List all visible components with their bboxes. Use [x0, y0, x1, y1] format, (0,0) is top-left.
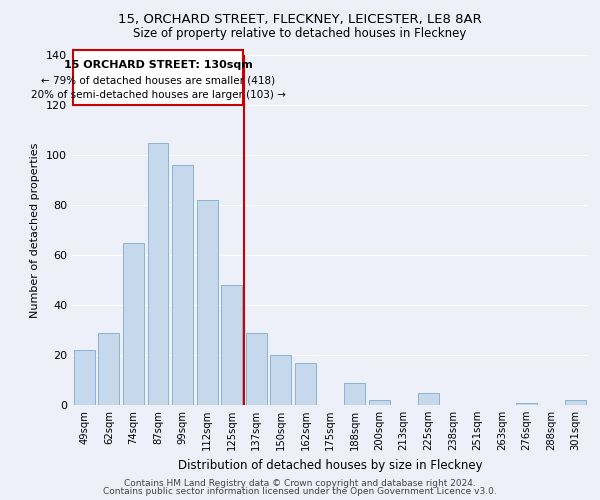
Bar: [295, 362, 316, 405]
Text: Contains public sector information licensed under the Open Government Licence v3: Contains public sector information licen…: [103, 487, 497, 496]
Bar: [246, 332, 267, 405]
Bar: [123, 242, 144, 405]
X-axis label: Distribution of detached houses by size in Fleckney: Distribution of detached houses by size …: [178, 458, 482, 471]
Bar: [74, 350, 95, 405]
Bar: [516, 402, 537, 405]
Text: Contains HM Land Registry data © Crown copyright and database right 2024.: Contains HM Land Registry data © Crown c…: [124, 478, 476, 488]
Bar: [221, 285, 242, 405]
Bar: [344, 382, 365, 405]
Text: 15, ORCHARD STREET, FLECKNEY, LEICESTER, LE8 8AR: 15, ORCHARD STREET, FLECKNEY, LEICESTER,…: [118, 12, 482, 26]
Bar: [368, 400, 389, 405]
Text: ← 79% of detached houses are smaller (418): ← 79% of detached houses are smaller (41…: [41, 75, 275, 85]
Text: Size of property relative to detached houses in Fleckney: Size of property relative to detached ho…: [133, 28, 467, 40]
FancyBboxPatch shape: [73, 50, 243, 105]
Text: 15 ORCHARD STREET: 130sqm: 15 ORCHARD STREET: 130sqm: [64, 60, 253, 70]
Text: 20% of semi-detached houses are larger (103) →: 20% of semi-detached houses are larger (…: [31, 90, 286, 100]
Bar: [565, 400, 586, 405]
Bar: [271, 355, 292, 405]
Bar: [98, 332, 119, 405]
Bar: [148, 142, 169, 405]
Y-axis label: Number of detached properties: Number of detached properties: [31, 142, 40, 318]
Bar: [418, 392, 439, 405]
Bar: [172, 165, 193, 405]
Bar: [197, 200, 218, 405]
